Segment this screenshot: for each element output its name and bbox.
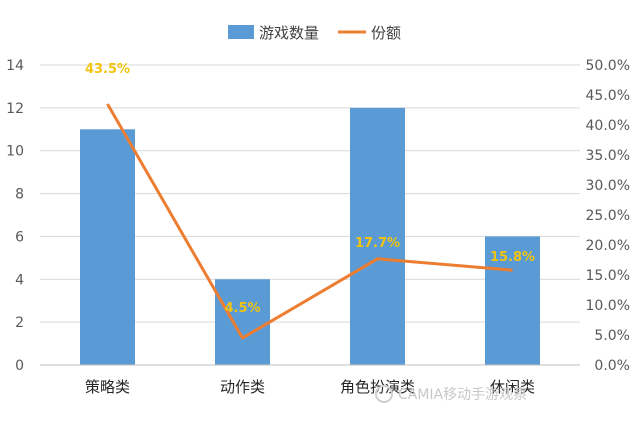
y-right-tick-label: 15.0%: [586, 268, 630, 284]
bar: [350, 107, 405, 365]
x-tick-label: 动作类: [220, 378, 265, 396]
y-right-tick-label: 20.0%: [586, 238, 630, 254]
y-left-tick-label: 8: [15, 187, 24, 203]
data-labels: 43.5% 4.5% 17.7% 15.8%: [85, 62, 535, 316]
bar: [80, 129, 135, 365]
y-left-tick-label: 4: [15, 272, 24, 288]
share-line: [106, 103, 513, 340]
watermark-text: CAMIA移动手游观察: [398, 386, 527, 403]
x-tick-label: 休闲类: [490, 378, 535, 396]
watermark: CAMIA移动手游观察: [375, 385, 527, 403]
y-left-tick-label: 12: [6, 101, 24, 117]
y-right-tick-label: 35.0%: [586, 148, 630, 164]
x-tick-label: 角色扮演类: [340, 378, 415, 396]
y-left-tick-label: 2: [15, 315, 24, 331]
y-right-tick-label: 50.0%: [586, 58, 630, 74]
y-left-tick-label: 0: [15, 358, 24, 374]
y-right-tick-label: 45.0%: [586, 88, 630, 104]
y-left-tick-label: 14: [6, 58, 24, 74]
legend: 游戏数量 份额: [228, 24, 401, 42]
legend-label-share: 份额: [371, 24, 401, 42]
data-label: 4.5%: [224, 301, 260, 316]
bar: [485, 236, 540, 365]
data-label: 15.8%: [490, 250, 535, 265]
y-left-tick-label: 10: [6, 144, 24, 160]
y-right-tick-label: 10.0%: [586, 298, 630, 314]
y-right-tick-label: 5.0%: [594, 328, 630, 344]
y-right-tick-label: 0.0%: [594, 358, 630, 374]
watermark-logo-icon: [375, 385, 393, 403]
legend-label-count: 游戏数量: [259, 24, 319, 42]
bar: [215, 279, 270, 365]
legend-swatch-bar: [228, 25, 254, 39]
y-right-tick-label: 30.0%: [586, 178, 630, 194]
y-right-tick-label: 25.0%: [586, 208, 630, 224]
data-label: 43.5%: [85, 62, 130, 77]
y-axis-right: 0.0% 5.0% 10.0% 15.0% 20.0% 25.0% 30.0% 35.0% 40…: [586, 58, 630, 374]
x-axis: 策略类 动作类 角色扮演类 休闲类: [40, 364, 580, 396]
y-right-tick-label: 40.0%: [586, 118, 630, 134]
bar-series: [80, 107, 540, 365]
line-series: [106, 103, 513, 340]
x-tick-label: 策略类: [85, 378, 130, 396]
data-label: 17.7%: [355, 236, 400, 251]
y-axis-left: 0 2 4 6 8 10 12 14: [6, 58, 24, 374]
y-left-tick-label: 6: [15, 229, 24, 245]
